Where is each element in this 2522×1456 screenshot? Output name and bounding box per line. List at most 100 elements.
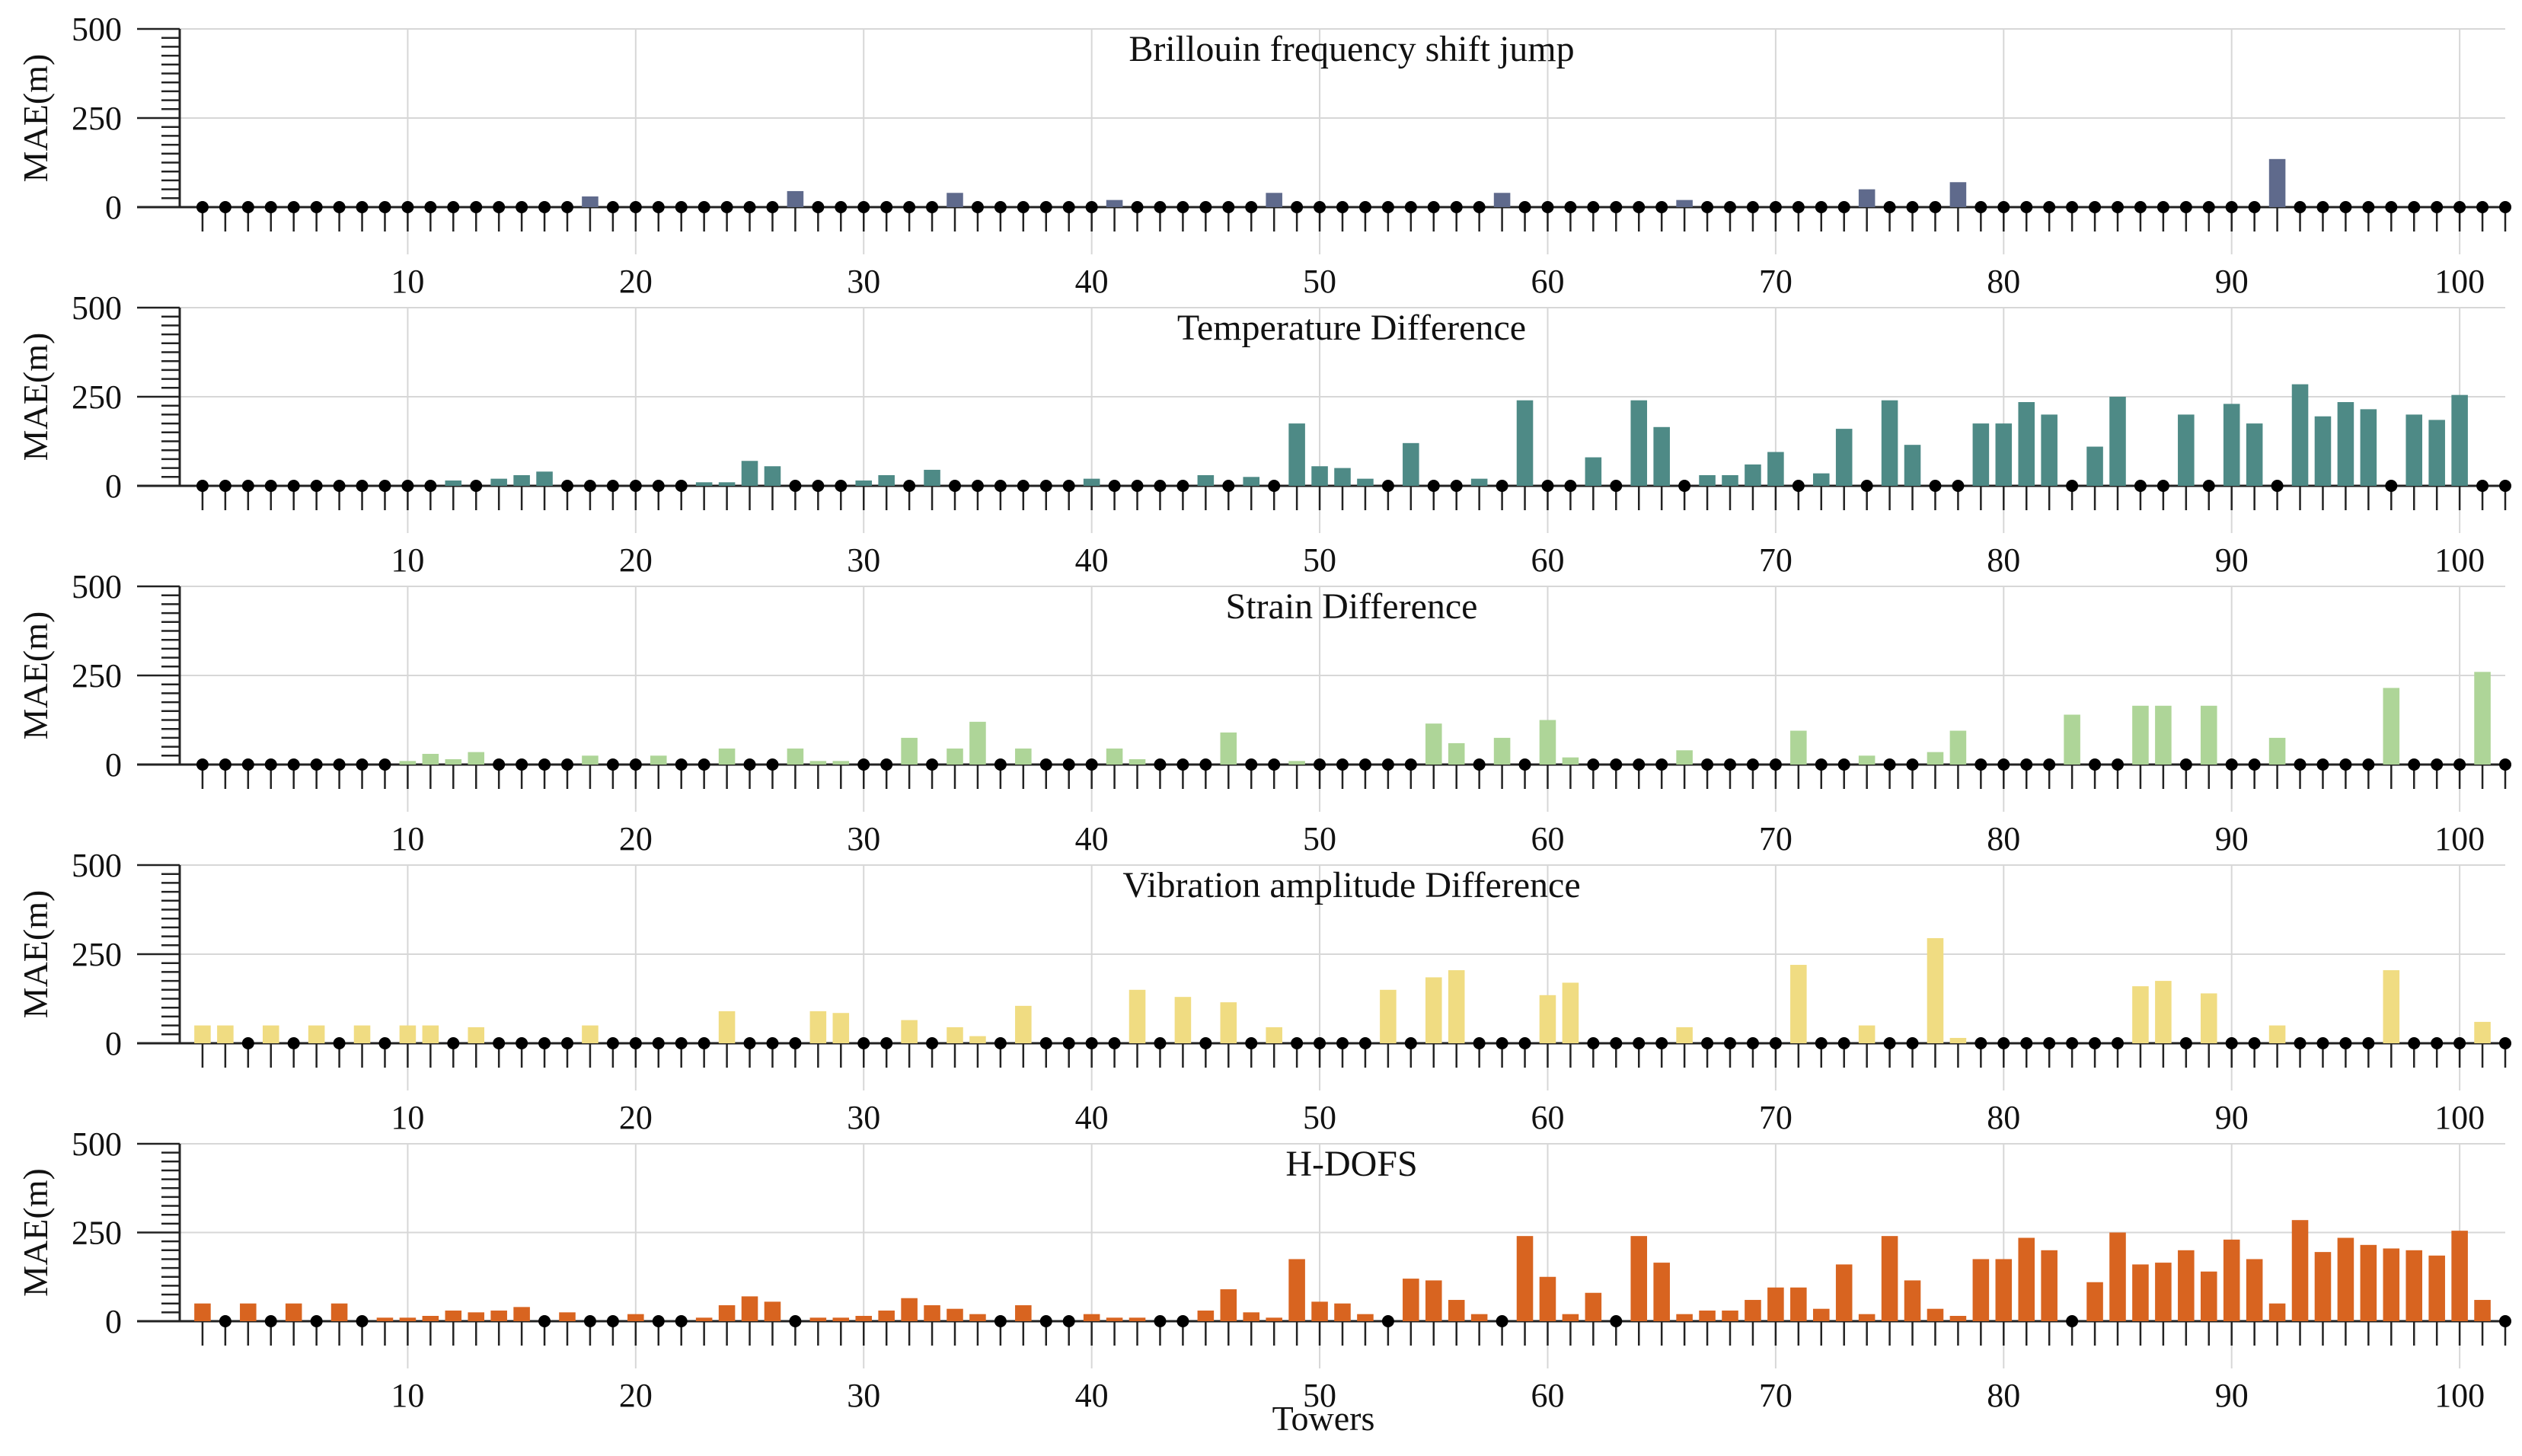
zero-marker xyxy=(1518,1037,1531,1049)
zero-marker xyxy=(2066,480,2079,492)
bar xyxy=(1129,758,1146,765)
zero-marker xyxy=(675,480,688,492)
zero-marker xyxy=(1610,480,1623,492)
x-tick-label: 50 xyxy=(1303,263,1336,300)
zero-marker xyxy=(2156,201,2169,213)
bar xyxy=(536,471,553,486)
bar xyxy=(1995,423,2013,486)
zero-marker xyxy=(2248,758,2261,771)
bar xyxy=(2360,1244,2377,1321)
y-tick-label: 500 xyxy=(72,11,122,48)
bar xyxy=(194,1303,211,1321)
zero-marker xyxy=(1997,758,2010,771)
bar xyxy=(1972,423,1990,486)
zero-marker xyxy=(1792,480,1805,492)
zero-marker xyxy=(196,480,209,492)
x-tick-label: 80 xyxy=(1987,263,2020,300)
zero-marker xyxy=(1883,1037,1896,1049)
zero-marker xyxy=(1039,201,1052,213)
bar xyxy=(1266,1317,1282,1321)
zero-marker xyxy=(789,480,802,492)
zero-marker xyxy=(903,480,916,492)
bar xyxy=(1357,478,1374,486)
bar xyxy=(809,761,827,765)
zero-marker xyxy=(1610,758,1623,771)
zero-marker xyxy=(1427,480,1440,492)
zero-marker xyxy=(1655,201,1668,213)
zero-marker xyxy=(1701,201,1714,213)
zero-marker xyxy=(2089,1037,2102,1049)
zero-marker xyxy=(447,1037,460,1049)
zero-marker xyxy=(994,758,1007,771)
zero-marker xyxy=(1381,1315,1394,1327)
y-axis-label: MAE(m) xyxy=(16,890,55,1019)
zero-marker xyxy=(241,1037,254,1049)
zero-marker xyxy=(219,480,231,492)
zero-marker xyxy=(2339,201,2352,213)
bar xyxy=(1858,1314,1876,1321)
bar xyxy=(627,1314,644,1321)
x-tick-label: 10 xyxy=(391,1099,424,1136)
bar xyxy=(2155,981,2172,1043)
zero-marker xyxy=(1724,1037,1736,1049)
bar xyxy=(1334,468,1351,486)
zero-marker xyxy=(2156,480,2169,492)
zero-marker xyxy=(1997,201,2010,213)
zero-marker xyxy=(1358,758,1371,771)
bar xyxy=(2314,1252,2332,1321)
zero-marker xyxy=(994,201,1007,213)
bar xyxy=(2360,409,2377,486)
zero-marker xyxy=(926,758,939,771)
x-tick-label: 40 xyxy=(1075,1099,1109,1136)
zero-marker xyxy=(1724,201,1736,213)
bar xyxy=(1630,1236,1648,1321)
zero-marker xyxy=(1085,1037,1098,1049)
bar xyxy=(718,1011,736,1043)
zero-marker xyxy=(583,480,596,492)
bar xyxy=(422,753,439,765)
panel-title: H-DOFS xyxy=(1285,1144,1417,1184)
bar xyxy=(468,752,485,765)
bar xyxy=(855,480,873,486)
zero-marker xyxy=(606,758,619,771)
zero-marker xyxy=(675,1037,688,1049)
panel-4: 0 250 500 MAE(m) 10 20 30 40 50 60 70 80 90 100 Vibrat… xyxy=(16,847,2511,1136)
zero-marker xyxy=(1199,758,1212,771)
bar xyxy=(1083,1314,1100,1321)
bar xyxy=(947,1027,963,1043)
bar xyxy=(1653,426,1670,486)
zero-marker xyxy=(1564,480,1577,492)
x-tick-label: 70 xyxy=(1759,820,1793,857)
zero-marker xyxy=(1769,758,1782,771)
zero-marker xyxy=(1724,758,1736,771)
bar xyxy=(1722,1311,1738,1321)
zero-marker xyxy=(1906,758,1919,771)
bar xyxy=(399,1317,417,1321)
zero-marker xyxy=(310,201,323,213)
zero-marker xyxy=(835,480,848,492)
bar xyxy=(1220,1289,1237,1321)
bar xyxy=(1722,474,1738,486)
bar xyxy=(832,1013,850,1043)
x-tick-label: 50 xyxy=(1303,820,1336,857)
zero-marker xyxy=(1587,201,1600,213)
zero-marker xyxy=(2020,201,2033,213)
zero-marker xyxy=(766,758,779,771)
bar xyxy=(2200,1271,2217,1321)
x-tick-label: 100 xyxy=(2434,263,2485,300)
bar xyxy=(809,1011,827,1043)
bar xyxy=(2109,397,2126,486)
bar xyxy=(1425,977,1442,1043)
zero-marker xyxy=(287,480,300,492)
zero-marker xyxy=(880,758,893,771)
bar xyxy=(308,1025,325,1043)
bar xyxy=(947,1308,963,1321)
zero-marker xyxy=(1154,1037,1167,1049)
y-tick-label: 0 xyxy=(105,1303,122,1340)
x-tick-label: 40 xyxy=(1075,820,1109,857)
zero-marker xyxy=(2499,480,2511,492)
zero-marker xyxy=(1815,758,1828,771)
zero-marker xyxy=(926,201,939,213)
bar xyxy=(1106,1317,1123,1321)
zero-marker xyxy=(470,480,483,492)
